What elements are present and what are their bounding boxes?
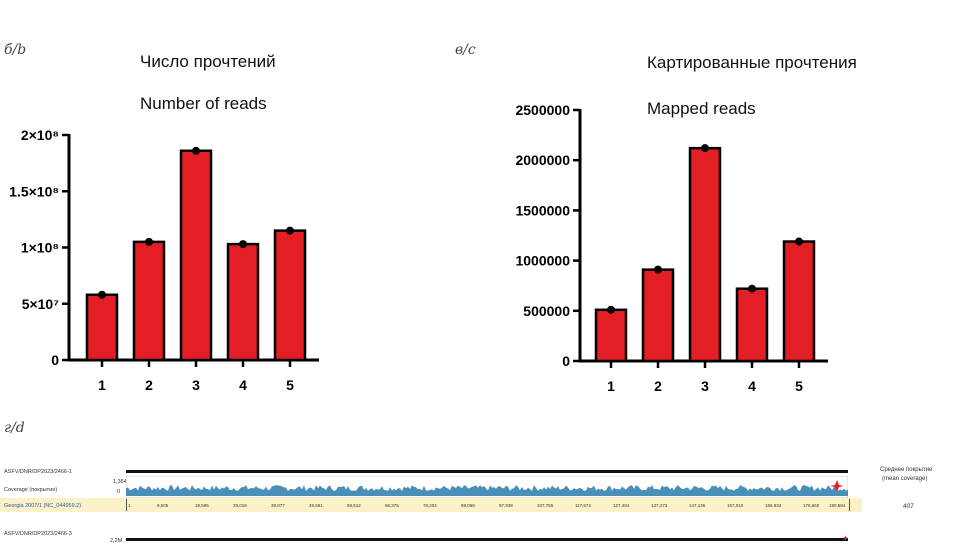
y-tick-label: 0	[51, 352, 59, 368]
y-tick-label: 1×10⁸	[21, 240, 59, 256]
category-label: 5	[795, 378, 803, 394]
bar-4	[735, 287, 769, 363]
ruler-position-label: 29,018	[233, 503, 247, 508]
bar-5	[273, 229, 307, 362]
coverage-sample2-label: ASFV/DNR/DP2023/2466-3	[4, 531, 72, 537]
mean-coverage-value: 407	[903, 503, 914, 510]
panel-letter-c: в/c	[455, 42, 476, 58]
chart-b-subtitle: Number of reads	[140, 94, 267, 113]
ruler-position-label: 107,755	[537, 503, 554, 508]
category-label: 1	[607, 378, 615, 394]
data-point-2	[145, 237, 153, 246]
coverage-reference-label: Georgia 2007/1 (NC_044959.2)	[4, 503, 82, 509]
bar-1	[594, 308, 628, 363]
ruler-position-label: 58,512	[347, 503, 361, 508]
panel-letter-b: б/b	[4, 42, 27, 58]
ruler-position-label: 176,660	[803, 503, 820, 508]
bar-2	[641, 268, 675, 363]
coverage-ymin: 0	[117, 489, 121, 495]
bar-2	[132, 240, 166, 362]
chart-c: 0 500000 1000000 1500000 2000000 2500000 1 2 3 4 5	[515, 102, 828, 394]
category-label: 4	[748, 378, 756, 394]
ruler-position-label: 38,877	[271, 503, 285, 508]
coverage-top-bar	[126, 470, 848, 473]
category-label: 2	[654, 378, 662, 394]
y-tick-label: 500000	[523, 303, 570, 319]
coverage-area	[126, 485, 848, 496]
mean-coverage-header-ru: Среднее покрытие	[880, 467, 933, 473]
bar-1	[85, 293, 119, 362]
ruler-position-label: 1	[128, 503, 131, 508]
coverage-track	[126, 476, 848, 498]
ruler-position-label: 68,375	[385, 503, 399, 508]
category-label: 4	[239, 377, 247, 393]
chart-c-subtitle: Mapped reads	[647, 99, 756, 118]
category-label: 2	[145, 377, 153, 393]
ruler-position-label: 19,595	[195, 503, 209, 508]
y-tick-label: 2000000	[515, 152, 570, 168]
coverage-ymax: 1,364	[113, 479, 127, 485]
category-label: 3	[701, 378, 709, 394]
data-point-1	[607, 305, 615, 314]
ruler-position-label: 97,938	[499, 503, 513, 508]
coverage-reference-row	[0, 498, 862, 512]
bar-3	[179, 149, 213, 362]
data-point-2	[654, 265, 662, 274]
ruler-position-label: 78,204	[423, 503, 437, 508]
coverage-ruler: 1 9,505 19,595 29,018 38,877 48,691 58,512 68,3…	[126, 499, 850, 511]
data-point-5	[286, 226, 294, 235]
chart-b-title: Число прочтений	[140, 52, 276, 71]
ruler-position-label: 117,574	[575, 503, 591, 508]
y-tick-label: 1000000	[515, 253, 570, 269]
category-label: 3	[192, 377, 200, 393]
data-point-3	[701, 144, 709, 153]
chart-b: 0 5×10⁷ 1×10⁸ 1.5×10⁸ 2×10⁸ 1 2 3 4 5	[9, 127, 319, 393]
charts-canvas: 0 5×10⁷ 1×10⁸ 1.5×10⁸ 2×10⁸ 1 2 3 4 5 0 500000 1000…	[9, 102, 828, 394]
y-tick-label: 2500000	[515, 102, 570, 118]
category-label: 5	[286, 377, 294, 393]
y-tick-label: 5×10⁷	[22, 296, 60, 312]
ruler-position-label: 127,404	[613, 503, 630, 508]
coverage-label: Coverage (покрытие)	[4, 487, 58, 493]
coverage-second-bar	[126, 538, 848, 541]
y-tick-label: 2×10⁸	[21, 127, 59, 143]
ruler-position-label: 166,834	[765, 503, 782, 508]
ruler-position-label: 147,136	[689, 503, 706, 508]
coverage-marker2-icon: ✦	[842, 534, 849, 543]
data-point-5	[795, 237, 803, 246]
coverage-ymax2: 2,2M	[110, 538, 123, 544]
coverage-sample1-label: ASFV/DNR/DP2023/2466-1	[4, 469, 72, 475]
ruler-position-label: 48,691	[309, 503, 323, 508]
data-point-3	[192, 146, 200, 155]
ruler-position-label: 157,015	[727, 503, 744, 508]
ruler-position-label: 137,273	[651, 503, 668, 508]
bar-3	[688, 146, 722, 363]
bar-4	[226, 242, 260, 362]
y-tick-label: 1.5×10⁸	[9, 183, 59, 199]
category-label: 1	[98, 377, 106, 393]
coverage-marker-icon	[830, 480, 844, 492]
y-tick-label: 0	[562, 353, 570, 369]
ruler-position-label: 9,505	[157, 503, 169, 508]
y-tick-label: 1500000	[515, 202, 570, 218]
data-point-4	[748, 284, 756, 293]
bar-5	[782, 240, 816, 363]
mean-coverage-header-en: (mean coverage)	[882, 476, 928, 482]
ruler-position-label: 190,584	[829, 503, 846, 508]
data-point-1	[98, 290, 106, 299]
chart-c-title: Картированные прочтения	[647, 53, 857, 72]
ruler-position-label: 88,068	[461, 503, 475, 508]
data-point-4	[239, 240, 247, 249]
panel-letter-d: г/d	[4, 420, 25, 436]
